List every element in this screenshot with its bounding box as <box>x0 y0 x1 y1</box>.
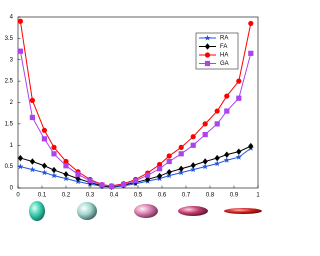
x-tick-label: 0.7 <box>182 193 191 199</box>
legend-marker <box>204 52 211 58</box>
data-point <box>214 108 220 114</box>
data-point <box>75 171 81 177</box>
data-point <box>236 148 242 155</box>
series-line <box>19 51 252 187</box>
x-tick-label: 0.6 <box>158 193 167 199</box>
legend-label: RA <box>220 36 228 42</box>
data-point <box>51 166 57 174</box>
data-point <box>63 171 69 178</box>
data-point <box>202 158 208 165</box>
data-point <box>224 93 230 99</box>
shape-icon <box>77 202 97 220</box>
data-point <box>75 175 81 182</box>
data-point <box>157 166 163 172</box>
data-point <box>190 162 196 169</box>
y-tick-label: 0 <box>10 186 14 192</box>
data-point <box>190 166 197 173</box>
data-point <box>17 154 23 162</box>
data-point <box>248 20 254 27</box>
data-point <box>145 176 151 183</box>
data-point <box>223 157 230 163</box>
data-point <box>51 151 57 157</box>
legend-marker <box>204 60 211 67</box>
data-point <box>51 144 57 150</box>
shape-icon <box>134 204 158 218</box>
data-point <box>62 175 70 182</box>
data-point <box>87 178 93 184</box>
data-point <box>224 108 230 114</box>
data-point <box>178 165 184 172</box>
legend-label: HA <box>220 53 228 59</box>
shape-icon <box>224 208 262 214</box>
data-point <box>190 134 196 140</box>
x-tick-label: 0.4 <box>110 193 119 199</box>
legend-label: FA <box>220 44 227 50</box>
data-point <box>63 163 69 169</box>
data-point <box>214 154 220 162</box>
data-point <box>202 163 209 170</box>
x-tick-label: 0.3 <box>86 193 95 199</box>
legend-label: GA <box>220 61 229 67</box>
data-point <box>190 142 196 148</box>
x-tick-label: 0 <box>16 193 20 199</box>
data-point <box>166 168 172 176</box>
y-tick-label: 2.5 <box>5 79 14 85</box>
data-point <box>99 182 105 188</box>
data-point <box>248 50 254 56</box>
data-point <box>50 172 58 179</box>
data-point <box>63 158 69 165</box>
data-point <box>202 131 208 138</box>
data-point <box>157 161 163 168</box>
legend-marker <box>204 34 211 41</box>
y-tick-label: 1.5 <box>5 121 14 127</box>
y-tick-label: 1 <box>10 143 14 149</box>
data-point <box>41 127 48 133</box>
data-point <box>121 181 127 188</box>
x-tick-label: 1 <box>256 193 260 199</box>
data-point <box>157 172 163 180</box>
data-point <box>166 153 172 159</box>
data-point <box>178 151 184 157</box>
data-point <box>248 142 254 150</box>
data-point <box>202 121 208 127</box>
data-point <box>236 95 242 101</box>
data-point <box>178 144 184 150</box>
x-tick-label: 0.8 <box>206 193 215 199</box>
legend-marker <box>204 43 211 50</box>
data-point <box>235 154 242 160</box>
x-tick-label: 0.2 <box>62 193 71 199</box>
data-point <box>17 163 24 170</box>
y-tick-label: 0.5 <box>5 164 14 170</box>
data-point <box>224 151 230 158</box>
data-point <box>17 48 23 54</box>
data-point <box>214 160 221 167</box>
shape-icon <box>178 206 208 216</box>
data-point <box>29 97 35 103</box>
y-tick-label: 4 <box>10 15 14 21</box>
data-point <box>166 158 172 165</box>
y-tick-label: 2 <box>10 100 14 106</box>
shape-icon <box>29 201 45 221</box>
chart: 0 0.5 1 1.5 2 2.5 3 3.5 4 0 0.1 0.2 0.3 0.4 0.5 0.6 0.7 0… <box>5 15 262 221</box>
x-tick-label: 0.1 <box>38 193 47 199</box>
data-point <box>41 169 48 176</box>
data-point <box>29 114 35 121</box>
data-point <box>29 158 35 165</box>
x-tick-label: 0.9 <box>230 193 239 199</box>
data-point <box>133 178 139 184</box>
data-point <box>178 169 185 176</box>
x-tick-label: 0.5 <box>134 193 143 199</box>
data-point <box>41 162 47 169</box>
y-tick-label: 3.5 <box>5 36 14 42</box>
data-point <box>236 78 242 84</box>
data-point <box>17 18 23 24</box>
data-point <box>214 121 220 127</box>
y-tick-label: 3 <box>10 57 14 63</box>
data-point <box>29 166 36 173</box>
data-point <box>41 136 47 142</box>
data-point <box>109 183 115 189</box>
data-point <box>145 172 151 178</box>
shape-icons <box>29 201 262 221</box>
